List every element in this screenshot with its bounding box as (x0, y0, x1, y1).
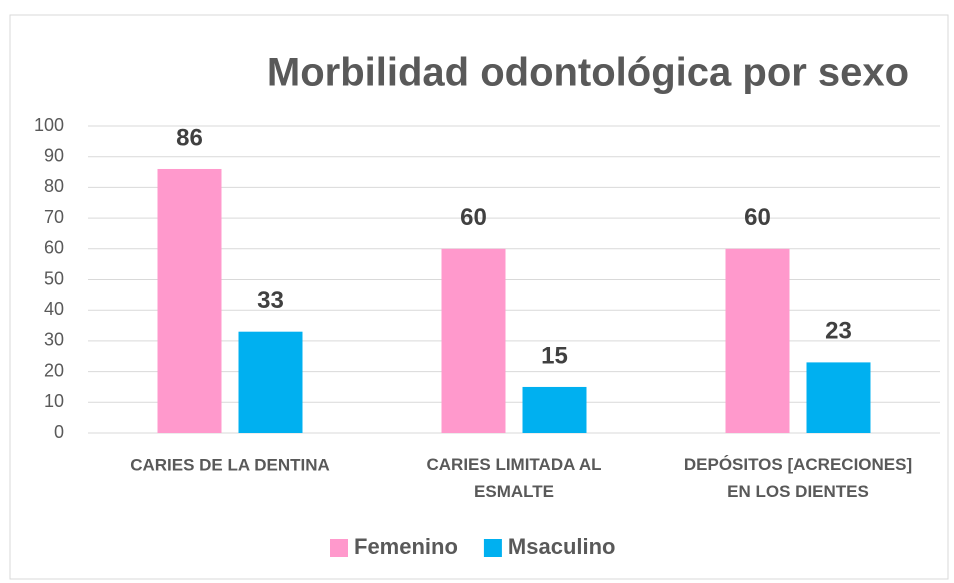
data-label: 23 (825, 318, 852, 345)
y-tick-label: 90 (44, 145, 64, 165)
chart-title: Morbilidad odontológica por sexo (267, 51, 909, 95)
legend-label: Msaculino (508, 534, 616, 559)
y-tick-label: 20 (44, 360, 64, 380)
x-tick-label: CARIES LIMITADA AL ESMALTE (426, 455, 601, 501)
bar (157, 168, 222, 434)
y-tick-label: 50 (44, 268, 64, 288)
y-tick-label: 10 (44, 391, 64, 411)
bar (806, 362, 871, 433)
y-tick-label: 30 (44, 330, 64, 350)
data-label: 60 (460, 204, 487, 231)
data-label: 33 (257, 287, 284, 314)
y-tick-label: 70 (44, 207, 64, 227)
data-label: 86 (176, 124, 203, 151)
bar (238, 331, 303, 433)
bar (522, 386, 587, 433)
bar (441, 248, 506, 433)
x-tick-label: CARIES DE LA DENTINA (130, 455, 330, 474)
data-label: 15 (541, 342, 568, 369)
y-tick-label: 40 (44, 299, 64, 319)
y-tick-label: 0 (54, 422, 64, 442)
data-label: 60 (744, 204, 771, 231)
legend-label: Femenino (354, 534, 458, 559)
legend-swatch (483, 539, 502, 557)
y-tick-label: 100 (34, 115, 64, 135)
legend-swatch (330, 539, 348, 557)
x-tick-label: DEPÓSITOS [ACRECIONES] EN LOS DIENTES (684, 455, 912, 501)
bar (725, 248, 790, 433)
y-tick-label: 80 (44, 176, 64, 196)
y-tick-label: 60 (44, 238, 64, 258)
